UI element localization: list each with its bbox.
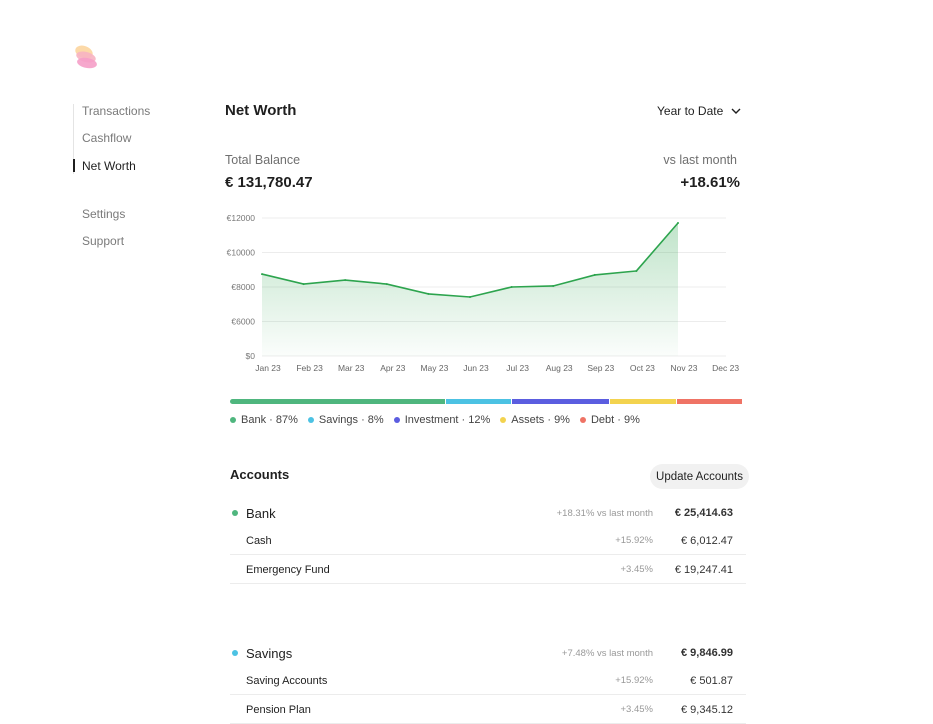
allocation-segment	[512, 399, 610, 404]
account-change: +15.92%	[615, 675, 653, 686]
account-name: Cash	[246, 534, 272, 547]
sidebar-nav: Transactions Cashflow Net Worth Settings…	[73, 102, 193, 252]
x-tick-label: Sep 23	[587, 363, 614, 373]
change-value: +18.61%	[680, 174, 740, 191]
legend-item: Savings · 8%	[307, 414, 384, 426]
allocation-bar	[230, 399, 746, 404]
x-tick-label: Dec 23	[712, 363, 739, 373]
legend-item: Bank · 87%	[230, 414, 298, 426]
date-range-value: Year to Date	[657, 104, 724, 118]
data-point	[302, 283, 305, 286]
y-tick-label: €8000	[231, 282, 255, 292]
legend-label: Savings · 8%	[318, 414, 384, 426]
y-tick-label: €12000	[227, 213, 256, 223]
x-tick-label: Jun 23	[463, 363, 489, 373]
y-tick-label: $0	[246, 351, 256, 361]
accounts-title: Accounts	[230, 467, 290, 482]
x-tick-label: Apr 23	[380, 363, 405, 373]
account-amount: € 501.87	[690, 674, 733, 687]
nav-line	[73, 104, 74, 174]
total-balance-label: Total Balance	[225, 153, 301, 167]
chevron-down-icon	[731, 108, 741, 114]
account-name: Pension Plan	[246, 703, 311, 716]
app-logo	[75, 45, 97, 69]
update-accounts-button[interactable]: Update Accounts	[650, 464, 749, 489]
group-dot-icon	[232, 650, 238, 656]
group-amount: € 25,414.63	[674, 507, 733, 519]
account-change: +3.45%	[620, 704, 654, 715]
data-point	[344, 279, 347, 282]
legend-label: Bank · 87%	[241, 414, 298, 426]
legend-dot-icon	[500, 417, 507, 424]
account-name: Emergency Fund	[246, 563, 330, 576]
allocation-segment	[676, 399, 743, 404]
group-change: +7.48% vs last month	[561, 647, 653, 659]
nav-support[interactable]: Support	[82, 234, 125, 248]
x-tick-label: Oct 23	[630, 363, 655, 373]
x-tick-label: Feb 23	[296, 363, 323, 373]
group-name: Bank	[246, 505, 276, 521]
allocation-segment	[446, 399, 512, 404]
data-point	[385, 283, 388, 286]
x-tick-label: Jul 23	[506, 363, 529, 373]
group-change: +18.31% vs last month	[556, 507, 653, 519]
legend-dot-icon	[307, 417, 314, 424]
group-amount: € 9,846.99	[681, 647, 733, 659]
data-point	[469, 296, 471, 299]
legend-label: Debt · 9%	[590, 414, 640, 426]
data-point	[510, 286, 513, 288]
account-change: +15.92%	[615, 535, 653, 546]
net-worth-chart: $0 €6000 €8000 €10000 €12000 Jan 23 Feb 23 Mar …	[227, 213, 740, 373]
account-group-row[interactable]: Savings +7.48% vs last month € 9,846.99	[230, 639, 746, 667]
x-tick-label: Nov 23	[671, 363, 698, 373]
legend-item: Investment · 12%	[393, 414, 491, 426]
legend-label: Investment · 12%	[404, 414, 491, 426]
legend-dot-icon	[393, 417, 400, 424]
account-amount: € 6,012.47	[681, 534, 733, 547]
data-point	[427, 292, 430, 295]
account-amount: € 9,345.12	[681, 703, 733, 716]
group-dot-icon	[232, 510, 238, 516]
legend-dot-icon	[579, 417, 586, 424]
legend-label: Assets · 9%	[511, 414, 570, 426]
x-tick-label: Mar 23	[338, 363, 365, 373]
account-row[interactable]: Cash +15.92% € 6,012.47	[230, 527, 746, 555]
date-range-select[interactable]: Year to Date	[657, 104, 741, 118]
account-row[interactable]: Emergency Fund +3.45% € 19,247.41	[230, 556, 746, 584]
data-point	[635, 269, 638, 272]
legend-dot-icon	[230, 417, 236, 424]
allocation-legend: Bank · 87% Savings · 8% Investment · 12% As…	[230, 414, 640, 426]
change-label: vs last month	[663, 153, 737, 167]
account-amount: € 19,247.41	[674, 563, 733, 576]
nav-net-worth[interactable]: Net Worth	[82, 159, 136, 173]
total-balance-value: € 131,780.47	[225, 174, 313, 191]
y-tick-label: €6000	[231, 317, 255, 327]
active-indicator	[73, 159, 75, 172]
y-tick-label: €10000	[227, 248, 256, 258]
account-change: +3.45%	[620, 564, 654, 575]
account-group-row[interactable]: Bank +18.31% vs last month € 25,414.63	[230, 499, 746, 527]
account-row[interactable]: Pension Plan +3.45% € 9,345.12	[230, 696, 746, 724]
x-tick-label: May 23	[420, 363, 448, 373]
x-tick-label: Aug 23	[546, 363, 573, 373]
page-title: Net Worth	[225, 102, 297, 119]
account-row[interactable]: Saving Accounts +15.92% € 501.87	[230, 667, 746, 695]
nav-settings[interactable]: Settings	[82, 207, 126, 221]
legend-item: Debt · 9%	[579, 414, 640, 426]
nav-transactions[interactable]: Transactions	[82, 104, 151, 118]
data-point	[593, 273, 596, 276]
data-point	[677, 222, 679, 225]
account-name: Saving Accounts	[246, 674, 328, 687]
allocation-segment	[610, 399, 676, 404]
data-point	[552, 284, 555, 287]
legend-item: Assets · 9%	[500, 414, 570, 426]
allocation-segment	[230, 399, 446, 404]
group-name: Savings	[246, 645, 293, 661]
data-point	[261, 273, 263, 276]
nav-cashflow[interactable]: Cashflow	[82, 131, 132, 145]
area-fill	[262, 223, 678, 356]
x-tick-label: Jan 23	[255, 363, 281, 373]
